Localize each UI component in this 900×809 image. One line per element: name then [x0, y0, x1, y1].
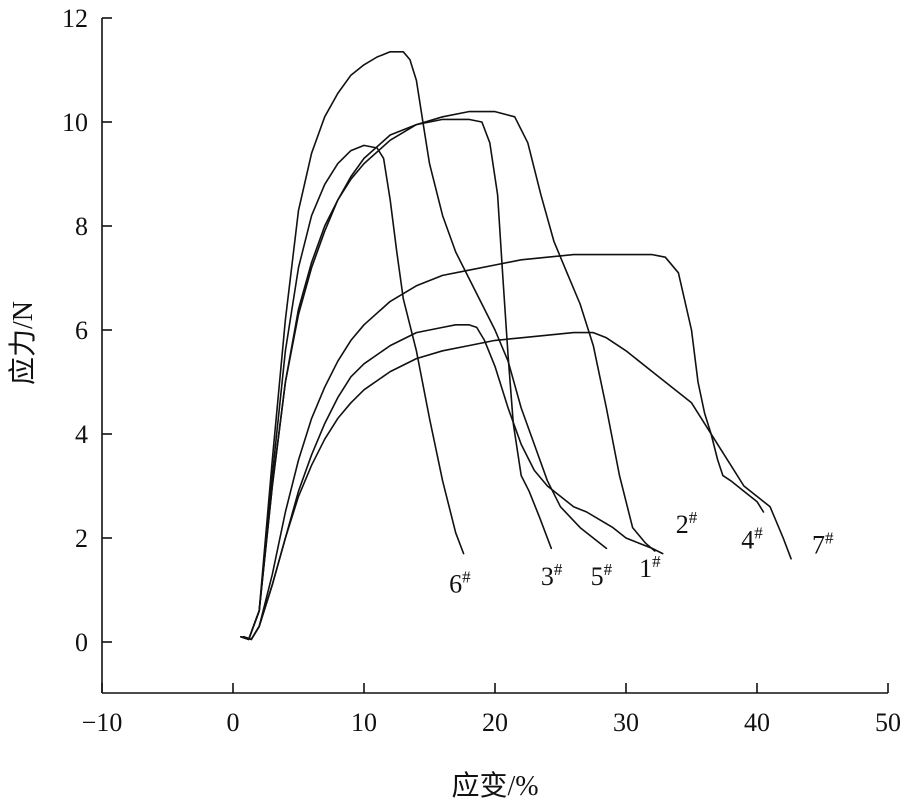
x-axis-label: 应变/% — [451, 770, 538, 802]
series-line-6 — [240, 144, 465, 641]
series-line-1 — [240, 110, 656, 641]
series-line-4 — [242, 253, 765, 641]
x-tick-label: 30 — [613, 708, 639, 737]
y-tick-label: 12 — [62, 4, 88, 33]
axes — [101, 18, 888, 694]
y-axis-label: 应力/N — [7, 301, 39, 385]
y-tick-label: 10 — [62, 108, 88, 137]
y-ticks: 0 2 4 6 8 10 12 — [62, 4, 112, 657]
y-tick-label: 4 — [75, 420, 88, 449]
series-line-3 — [240, 118, 553, 641]
series-lines — [240, 50, 792, 641]
y-tick-label: 2 — [75, 524, 88, 553]
series-label-1: 1# — [639, 552, 661, 583]
x-tick-label: 40 — [744, 708, 770, 737]
x-tick-label: 50 — [875, 708, 900, 737]
series-labels: 6# 3# 5# 1# 2# 4# 7# — [449, 508, 834, 599]
y-tick-label: 0 — [75, 628, 88, 657]
series-label-7: 7# — [812, 529, 834, 560]
series-label-2: 2# — [676, 508, 698, 539]
y-tick-label: 6 — [75, 316, 88, 345]
series-line-2 — [242, 323, 664, 641]
x-tick-label: 0 — [227, 708, 240, 737]
series-label-6: 6# — [449, 568, 471, 599]
series-line-5 — [240, 50, 608, 641]
x-tick-label: 10 — [351, 708, 377, 737]
series-line-7 — [242, 331, 792, 641]
x-tick-label: −10 — [82, 708, 123, 737]
x-ticks: −10 0 10 20 30 40 50 — [82, 683, 900, 737]
series-label-5: 5# — [591, 560, 613, 591]
x-tick-label: 20 — [482, 708, 508, 737]
series-label-3: 3# — [541, 560, 563, 591]
series-label-4: 4# — [741, 523, 763, 554]
y-tick-label: 8 — [75, 212, 88, 241]
